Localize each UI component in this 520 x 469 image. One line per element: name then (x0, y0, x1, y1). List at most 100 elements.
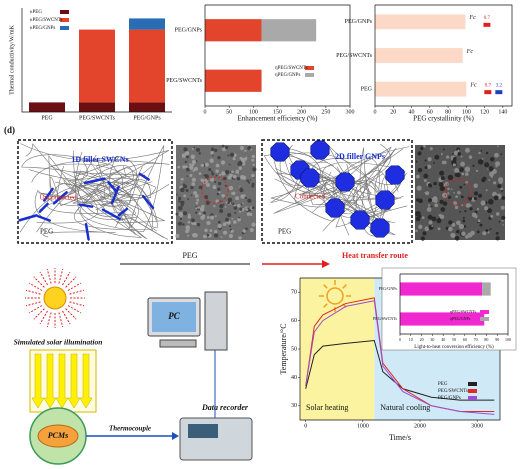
tem-grain (210, 147, 215, 151)
tem-grain (485, 189, 488, 192)
ray (69, 301, 85, 307)
tem-grain (459, 210, 461, 213)
swcnt (52, 191, 68, 205)
tem-grain (250, 148, 253, 151)
tem-grain (191, 147, 194, 151)
tem-grain (214, 150, 217, 153)
tem-grain (214, 215, 217, 218)
tem-grain (200, 178, 204, 182)
tem-grain (418, 224, 423, 229)
tem-grain (175, 212, 179, 216)
y-axis-title: Temperature/°C (279, 323, 288, 374)
tem-grain (239, 188, 244, 193)
light-arrow (55, 353, 69, 409)
tem-grain (229, 152, 235, 157)
extra-label: 0.7 (485, 83, 492, 88)
tem-grain (221, 193, 225, 198)
legend-swatch (480, 317, 489, 321)
tem-grain (424, 226, 430, 232)
tem-grain (200, 163, 205, 167)
tem-grain (205, 182, 210, 187)
tem-grain (209, 229, 213, 233)
tem-grain (434, 203, 439, 208)
tem-grain (192, 233, 197, 238)
legend-label: ηPEG/SWCNTs (275, 66, 308, 71)
route-left-label: PEG (182, 251, 197, 260)
y-tick-label: 60 (291, 318, 297, 324)
tem-grain (434, 154, 440, 160)
tem-grain (490, 175, 494, 178)
sun-ray (323, 284, 328, 289)
matrix-label: PEG (40, 228, 53, 236)
tem-grain (181, 201, 185, 204)
extra-bar (495, 90, 503, 95)
x-tick-label: 140 (498, 109, 507, 115)
tem-grain (457, 191, 461, 195)
tem-grain (185, 225, 190, 230)
tem-grain (183, 147, 188, 152)
tem-grain (186, 167, 190, 172)
tem-grain (196, 198, 200, 202)
tem-grain (423, 173, 429, 179)
tem-grain (460, 155, 463, 158)
x-axis-title: Light-to-heat conversion efficiency (%) (414, 345, 494, 350)
tem-grain (481, 158, 484, 160)
matrix-label: PEG (278, 228, 291, 236)
filler-label: 1D filler SWCNs (71, 155, 128, 164)
tem-grain (191, 218, 195, 223)
tem-grain (189, 174, 193, 178)
tem-grain (426, 164, 432, 169)
legend-label: PEG/SWCNTs (438, 389, 468, 394)
tem-grain (213, 230, 218, 234)
computer-label: PC (168, 311, 180, 321)
tem-grain (456, 229, 460, 234)
tem-grain (211, 172, 215, 176)
tem-grain (454, 205, 459, 210)
tem-grain (489, 157, 495, 162)
tem-grain (187, 215, 191, 219)
x-tick-label: 0 (204, 109, 207, 115)
axes (374, 4, 513, 107)
tem-grain (210, 170, 213, 173)
tem-grain (243, 194, 246, 197)
tem-grain (228, 185, 234, 191)
tem-grain (215, 163, 220, 168)
tem-grain (439, 185, 445, 192)
tem-grain (424, 179, 427, 182)
tem-grain (180, 181, 183, 184)
tem-grain (182, 165, 186, 169)
chart: 0 50 100 150 200 250 300 Enhancement efficiency… (166, 4, 355, 123)
tem-grain (231, 170, 234, 174)
tem-grain (212, 185, 217, 190)
tem-grain (495, 212, 500, 216)
tem-grain (183, 194, 187, 198)
tem-grain (188, 213, 191, 216)
lamp (43, 286, 67, 310)
extra-bar (483, 22, 491, 27)
tem-grain (462, 219, 466, 223)
tem-grain (184, 160, 188, 164)
tem-grain (227, 201, 231, 204)
tem-grain (431, 216, 437, 222)
tem-grain (464, 172, 469, 176)
tem-grain (178, 211, 184, 217)
x-tick-label: 60 (427, 109, 433, 115)
ray (62, 271, 71, 286)
x-tick-label: 70 (474, 337, 478, 342)
tem-grain (182, 223, 185, 226)
tem-grain (494, 152, 499, 158)
tem-grain (185, 188, 189, 193)
tem-grain (249, 228, 254, 232)
swcnt (101, 208, 121, 221)
tem-grain (424, 159, 427, 162)
tem-grain (206, 233, 210, 237)
legend-label: PEG/GNPs (438, 396, 461, 401)
tem-grain (237, 217, 241, 222)
x-tick-label: 20 (390, 109, 396, 115)
tem-grain (205, 200, 210, 205)
tem-grain (471, 212, 477, 218)
ray (25, 301, 41, 307)
light-arrow (31, 353, 45, 409)
tem-grain (194, 194, 199, 198)
